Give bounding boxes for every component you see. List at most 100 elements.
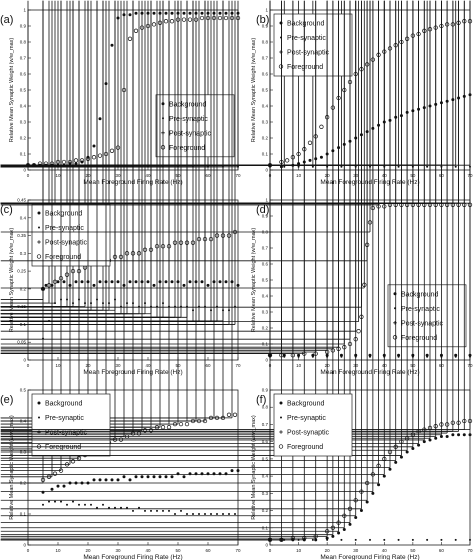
data-point (405, 450, 409, 454)
x-tick-label: 70 (235, 548, 241, 553)
legend: BackgroundPre-synapticPost-synapticForeg… (387, 284, 467, 348)
data-point (73, 158, 79, 163)
data-point (202, 418, 208, 424)
data-point (0, 0, 305, 354)
x-tick-label: 70 (235, 173, 241, 178)
legend-marker (279, 50, 283, 54)
x-tick-label: 60 (205, 548, 211, 553)
data-point (228, 513, 230, 515)
x-axis-label: Mean Foreground Firing Rate (Hz) (320, 554, 419, 560)
data-point (182, 283, 186, 287)
y-tick-label: 0.2 (262, 508, 269, 513)
y-tick-label: 0.4 (262, 474, 269, 479)
data-point (399, 439, 404, 444)
data-point (0, 0, 425, 441)
data-point (468, 433, 472, 437)
data-point (200, 280, 204, 284)
data-point (144, 509, 146, 512)
data-point (158, 475, 162, 479)
data-point (110, 478, 114, 482)
data-point (451, 433, 455, 437)
legend-marker (280, 416, 282, 419)
legend-marker (279, 401, 283, 405)
data-point (450, 420, 456, 425)
data-point (199, 15, 205, 21)
data-point (340, 355, 343, 358)
data-point (163, 19, 169, 24)
data-point (133, 28, 139, 33)
data-point (0, 0, 471, 431)
legend-label: Post-synaptic (287, 430, 330, 437)
data-point (46, 474, 52, 479)
data-point (0, 0, 368, 501)
y-tick-label: 0.6 (262, 439, 269, 444)
y-tick-label: 0.2 (20, 286, 27, 291)
legend-label: Background (169, 101, 206, 108)
legend-marker (279, 430, 283, 434)
data-point (124, 251, 130, 256)
data-point (140, 475, 144, 479)
legend-marker (37, 240, 41, 244)
data-point (232, 412, 238, 417)
data-point (376, 463, 381, 468)
series (0, 0, 471, 166)
panel-label: (f) (256, 394, 266, 406)
data-point (330, 525, 336, 530)
data-point (297, 165, 300, 168)
y-tick-label: 0.4 (262, 294, 269, 299)
x-tick-label: 60 (439, 548, 445, 553)
legend-label: Pre-synaptic (45, 225, 84, 232)
data-point (348, 522, 352, 526)
data-point (0, 0, 402, 456)
data-point (64, 272, 70, 277)
data-point (56, 484, 60, 488)
y-tick-label: 0.3 (262, 491, 269, 496)
x-tick-label: 10 (296, 363, 302, 368)
data-point (0, 0, 442, 436)
legend-label: Post-synaptic (401, 320, 444, 327)
data-point (160, 244, 166, 249)
data-point (339, 353, 343, 357)
data-point (382, 474, 386, 478)
legend-marker (392, 335, 398, 340)
y-tick-label: 0.1 (20, 512, 27, 517)
data-point (354, 538, 357, 541)
data-point (422, 440, 426, 444)
x-tick-label: 10 (55, 548, 61, 553)
data-point (0, 0, 152, 315)
x-tick-label: 10 (296, 548, 302, 553)
x-tick-label: 20 (85, 548, 91, 553)
y-tick-label: 0 (23, 543, 26, 548)
data-point (235, 15, 241, 21)
data-point (152, 283, 156, 287)
data-point (325, 536, 329, 540)
x-tick-label: 70 (235, 363, 241, 368)
legend-label: Pre-synaptic (169, 116, 208, 123)
data-point (340, 165, 343, 168)
data-point (40, 477, 46, 483)
legend: BackgroundPre-synapticPost-synapticForeg… (155, 94, 235, 158)
x-tick-label: 0 (27, 548, 30, 553)
legend-marker (36, 254, 42, 259)
data-point (297, 353, 301, 357)
legend-label: Post-synaptic (45, 240, 88, 247)
y-tick-label: 0.3 (20, 120, 27, 125)
data-point (0, 0, 408, 451)
y-tick-label: 0.2 (262, 136, 269, 141)
data-point (154, 244, 160, 249)
data-point (0, 0, 385, 475)
legend-marker (393, 321, 397, 325)
y-tick-label: 0.2 (262, 326, 269, 331)
data-point (128, 13, 132, 17)
data-point (236, 469, 240, 473)
data-point (70, 459, 76, 464)
data-point (62, 280, 66, 284)
data-point (434, 436, 438, 440)
data-point (347, 506, 353, 511)
data-point (410, 432, 416, 437)
data-point (364, 480, 370, 486)
x-tick-label: 0 (27, 363, 30, 368)
data-point (382, 456, 387, 462)
series (267, 202, 473, 358)
